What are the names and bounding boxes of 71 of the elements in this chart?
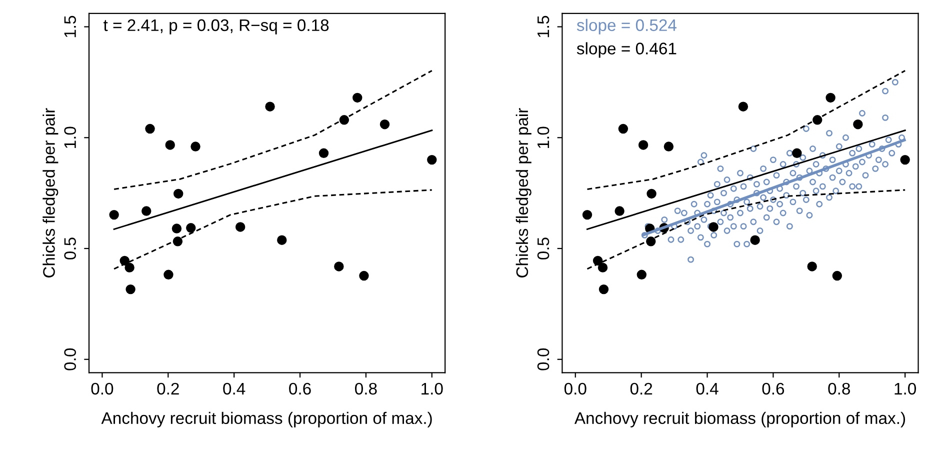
y-tick-label: 1.5: [64, 16, 76, 38]
point: [832, 270, 842, 281]
point: [664, 142, 674, 152]
point: [126, 284, 136, 294]
point: [618, 124, 628, 134]
x-axis-title: Anchovy recruit biomass (proportion of max.): [101, 412, 432, 428]
point: [598, 262, 608, 272]
x-tick-label: 0.2: [157, 382, 179, 395]
point: [792, 148, 802, 158]
point: [186, 223, 196, 233]
point: [164, 270, 174, 280]
point: [359, 270, 369, 281]
x-tick-label: 0.4: [223, 382, 246, 395]
point: [172, 236, 183, 246]
point: [853, 119, 863, 130]
point: [277, 235, 287, 245]
annotation: slope = 0.461: [576, 42, 676, 58]
point: [738, 102, 748, 112]
y-tick-label: 1.0: [537, 126, 550, 148]
point: [636, 270, 647, 280]
annotation: slope = 0.524: [576, 18, 676, 34]
x-tick-label: 0.8: [355, 382, 377, 395]
point: [352, 92, 362, 103]
point: [339, 115, 350, 125]
point: [646, 188, 656, 199]
line-series: [113, 70, 433, 190]
x-tick-label: 0.2: [630, 382, 652, 395]
point: [807, 262, 817, 272]
point: [582, 210, 592, 220]
line-series: [586, 189, 906, 270]
y-tick-label: 0.5: [64, 238, 76, 260]
point: [235, 222, 246, 232]
point: [190, 142, 200, 152]
point: [318, 148, 329, 158]
y-tick-label: 1.0: [64, 126, 76, 148]
x-tick-label: 0.0: [564, 382, 586, 395]
y-tick-label: 1.5: [538, 16, 550, 38]
point: [427, 154, 437, 165]
point: [145, 124, 155, 134]
point: [598, 284, 609, 294]
line-series: [113, 189, 433, 270]
x-tick-label: 1.0: [422, 382, 443, 395]
y-axis-title: Chicks fledged per pair: [42, 108, 58, 278]
point: [142, 206, 152, 216]
point: [750, 235, 760, 245]
point: [826, 92, 836, 103]
x-tick-label: 0.8: [828, 382, 850, 395]
x-tick-label: 1.0: [894, 382, 916, 395]
y-tick-label: 0.0: [64, 348, 76, 370]
y-tick-label: 0.5: [537, 238, 550, 260]
point: [109, 210, 119, 220]
point: [614, 206, 624, 216]
annotation: t = 2.41, p = 0.03, R−sq = 0.18: [104, 19, 329, 34]
x-tick-label: 0.6: [762, 382, 784, 395]
point: [172, 224, 182, 234]
point: [638, 140, 648, 150]
x-tick-label: 0.4: [696, 382, 718, 395]
y-axis-title: Chicks fledged per pair: [516, 108, 532, 278]
x-tick-label: 0.6: [289, 382, 311, 395]
point: [708, 222, 718, 232]
point: [265, 102, 275, 112]
point: [380, 119, 390, 130]
line-series: [586, 70, 906, 190]
y-tick-label: 0.0: [537, 348, 550, 370]
point: [174, 188, 184, 199]
x-axis-title: Anchovy recruit biomass (proportion of max.): [574, 412, 906, 428]
point: [334, 262, 344, 272]
point: [165, 140, 175, 150]
x-tick-label: 0.0: [91, 382, 114, 395]
point: [900, 154, 910, 165]
point: [124, 262, 134, 272]
